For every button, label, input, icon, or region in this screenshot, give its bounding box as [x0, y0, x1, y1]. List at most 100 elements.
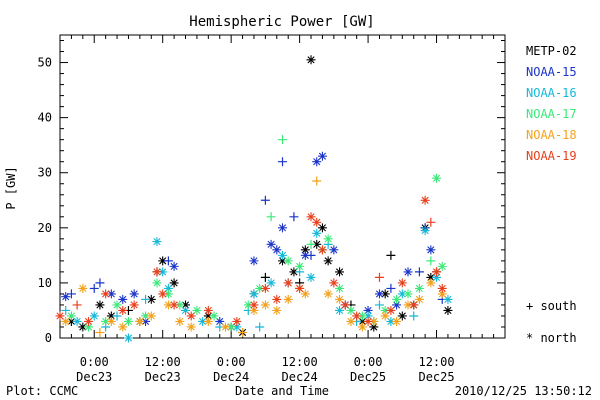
x-tick-label-time: 0:00	[354, 355, 383, 369]
north-point-noaa-16	[443, 294, 453, 304]
legend-entry: NOAA-18	[526, 128, 577, 142]
x-tick-label-time: 12:00	[145, 355, 181, 369]
axis-ticks: 010203040500:00Dec2312:00Dec230:00Dec241…	[38, 35, 506, 384]
south-point-noaa-16	[61, 305, 71, 315]
x-tick-label-time: 12:00	[282, 355, 318, 369]
north-point-noaa-19	[118, 305, 128, 315]
south-point-noaa-17	[426, 256, 436, 266]
y-tick-label: 20	[38, 221, 52, 235]
north-point-noaa-16	[152, 237, 162, 247]
south-point-noaa-15	[260, 195, 270, 205]
north-point-noaa-16	[363, 311, 373, 321]
north-point-noaa-17	[295, 261, 305, 271]
marker-key-south: + south	[526, 299, 577, 313]
north-point-noaa-18	[346, 316, 356, 326]
legend-entry: NOAA-17	[526, 107, 577, 121]
north-point-noaa-17	[175, 300, 185, 310]
south-point-metp-02	[386, 250, 396, 260]
north-point-noaa-16	[312, 228, 322, 238]
north-point-noaa-15	[249, 256, 259, 266]
north-point-noaa-17	[66, 311, 76, 321]
north-point-noaa-17	[283, 256, 293, 266]
north-point-noaa-18	[283, 294, 293, 304]
y-axis-label: P [GW]	[4, 166, 18, 209]
legend-entry: NOAA-16	[526, 86, 577, 100]
north-point-noaa-15	[300, 250, 310, 260]
north-point-noaa-18	[392, 316, 402, 326]
north-point-noaa-17	[414, 283, 424, 293]
north-point-noaa-17	[432, 173, 442, 183]
north-point-metp-02	[146, 294, 156, 304]
north-point-noaa-18	[249, 305, 259, 315]
north-point-noaa-19	[169, 300, 179, 310]
north-point-noaa-19	[295, 283, 305, 293]
north-point-metp-02	[443, 305, 453, 315]
north-point-noaa-16	[89, 311, 99, 321]
north-point-noaa-18	[106, 316, 116, 326]
north-point-noaa-18	[78, 283, 88, 293]
y-tick-label: 10	[38, 276, 52, 290]
north-point-noaa-16	[335, 305, 345, 315]
north-point-noaa-18	[369, 316, 379, 326]
north-point-noaa-17	[192, 305, 202, 315]
south-point-noaa-15	[163, 256, 173, 266]
north-point-noaa-17	[101, 316, 111, 326]
plot-frame	[59, 34, 506, 339]
x-tick-label-date: Dec23	[145, 370, 181, 384]
north-point-noaa-17	[346, 305, 356, 315]
south-point-noaa-16	[112, 311, 122, 321]
north-point-noaa-16	[72, 316, 82, 326]
x-tick-label-time: 0:00	[80, 355, 109, 369]
x-tick-label-date: Dec25	[418, 370, 454, 384]
south-point-metp-02	[260, 272, 270, 282]
chart-title: Hemispheric Power [GW]	[189, 14, 374, 30]
north-point-noaa-16	[232, 322, 242, 332]
north-point-noaa-15	[329, 245, 339, 255]
north-point-noaa-18	[186, 322, 196, 332]
north-point-noaa-17	[141, 311, 151, 321]
x-tick-label-date: Dec24	[282, 370, 318, 384]
north-point-metp-02	[66, 316, 76, 326]
north-point-noaa-15	[106, 289, 116, 299]
south-point-noaa-16	[409, 311, 419, 321]
north-point-metp-02	[278, 256, 287, 266]
x-tick-label-date: Dec25	[350, 370, 386, 384]
north-point-noaa-19	[409, 300, 419, 310]
marker-key-north: * north	[526, 331, 577, 345]
north-point-noaa-17	[323, 234, 333, 244]
north-point-metp-02	[397, 311, 407, 321]
north-point-noaa-15	[118, 294, 128, 304]
north-point-metp-02	[289, 267, 299, 277]
north-point-noaa-15	[312, 157, 322, 167]
north-point-noaa-16	[249, 289, 259, 299]
north-point-noaa-19	[129, 300, 139, 310]
north-point-noaa-16	[278, 250, 287, 260]
north-point-noaa-15	[363, 305, 373, 315]
north-point-noaa-15	[61, 292, 71, 302]
north-point-noaa-18	[272, 305, 282, 315]
north-point-noaa-18	[414, 294, 424, 304]
north-point-noaa-19	[352, 311, 362, 321]
north-point-noaa-18	[146, 311, 156, 321]
north-point-noaa-19	[312, 217, 322, 227]
north-point-noaa-17	[243, 300, 253, 310]
south-point-noaa-18	[95, 327, 105, 337]
north-point-noaa-18	[135, 316, 145, 326]
north-point-noaa-19	[232, 316, 242, 326]
north-point-noaa-18	[175, 316, 185, 326]
north-point-noaa-19	[397, 278, 407, 288]
north-point-noaa-19	[363, 316, 373, 326]
north-point-noaa-15	[392, 300, 402, 310]
north-point-noaa-16	[397, 289, 407, 299]
north-point-noaa-19	[283, 278, 293, 288]
south-point-noaa-16	[255, 322, 265, 332]
north-point-noaa-16	[432, 272, 442, 282]
north-point-noaa-17	[437, 261, 447, 271]
south-point-noaa-15	[306, 250, 316, 260]
south-point-noaa-17	[306, 239, 316, 249]
north-point-noaa-16	[266, 278, 276, 288]
south-point-noaa-15	[66, 289, 76, 299]
north-point-noaa-17	[357, 311, 367, 321]
plot-axes	[59, 34, 506, 339]
